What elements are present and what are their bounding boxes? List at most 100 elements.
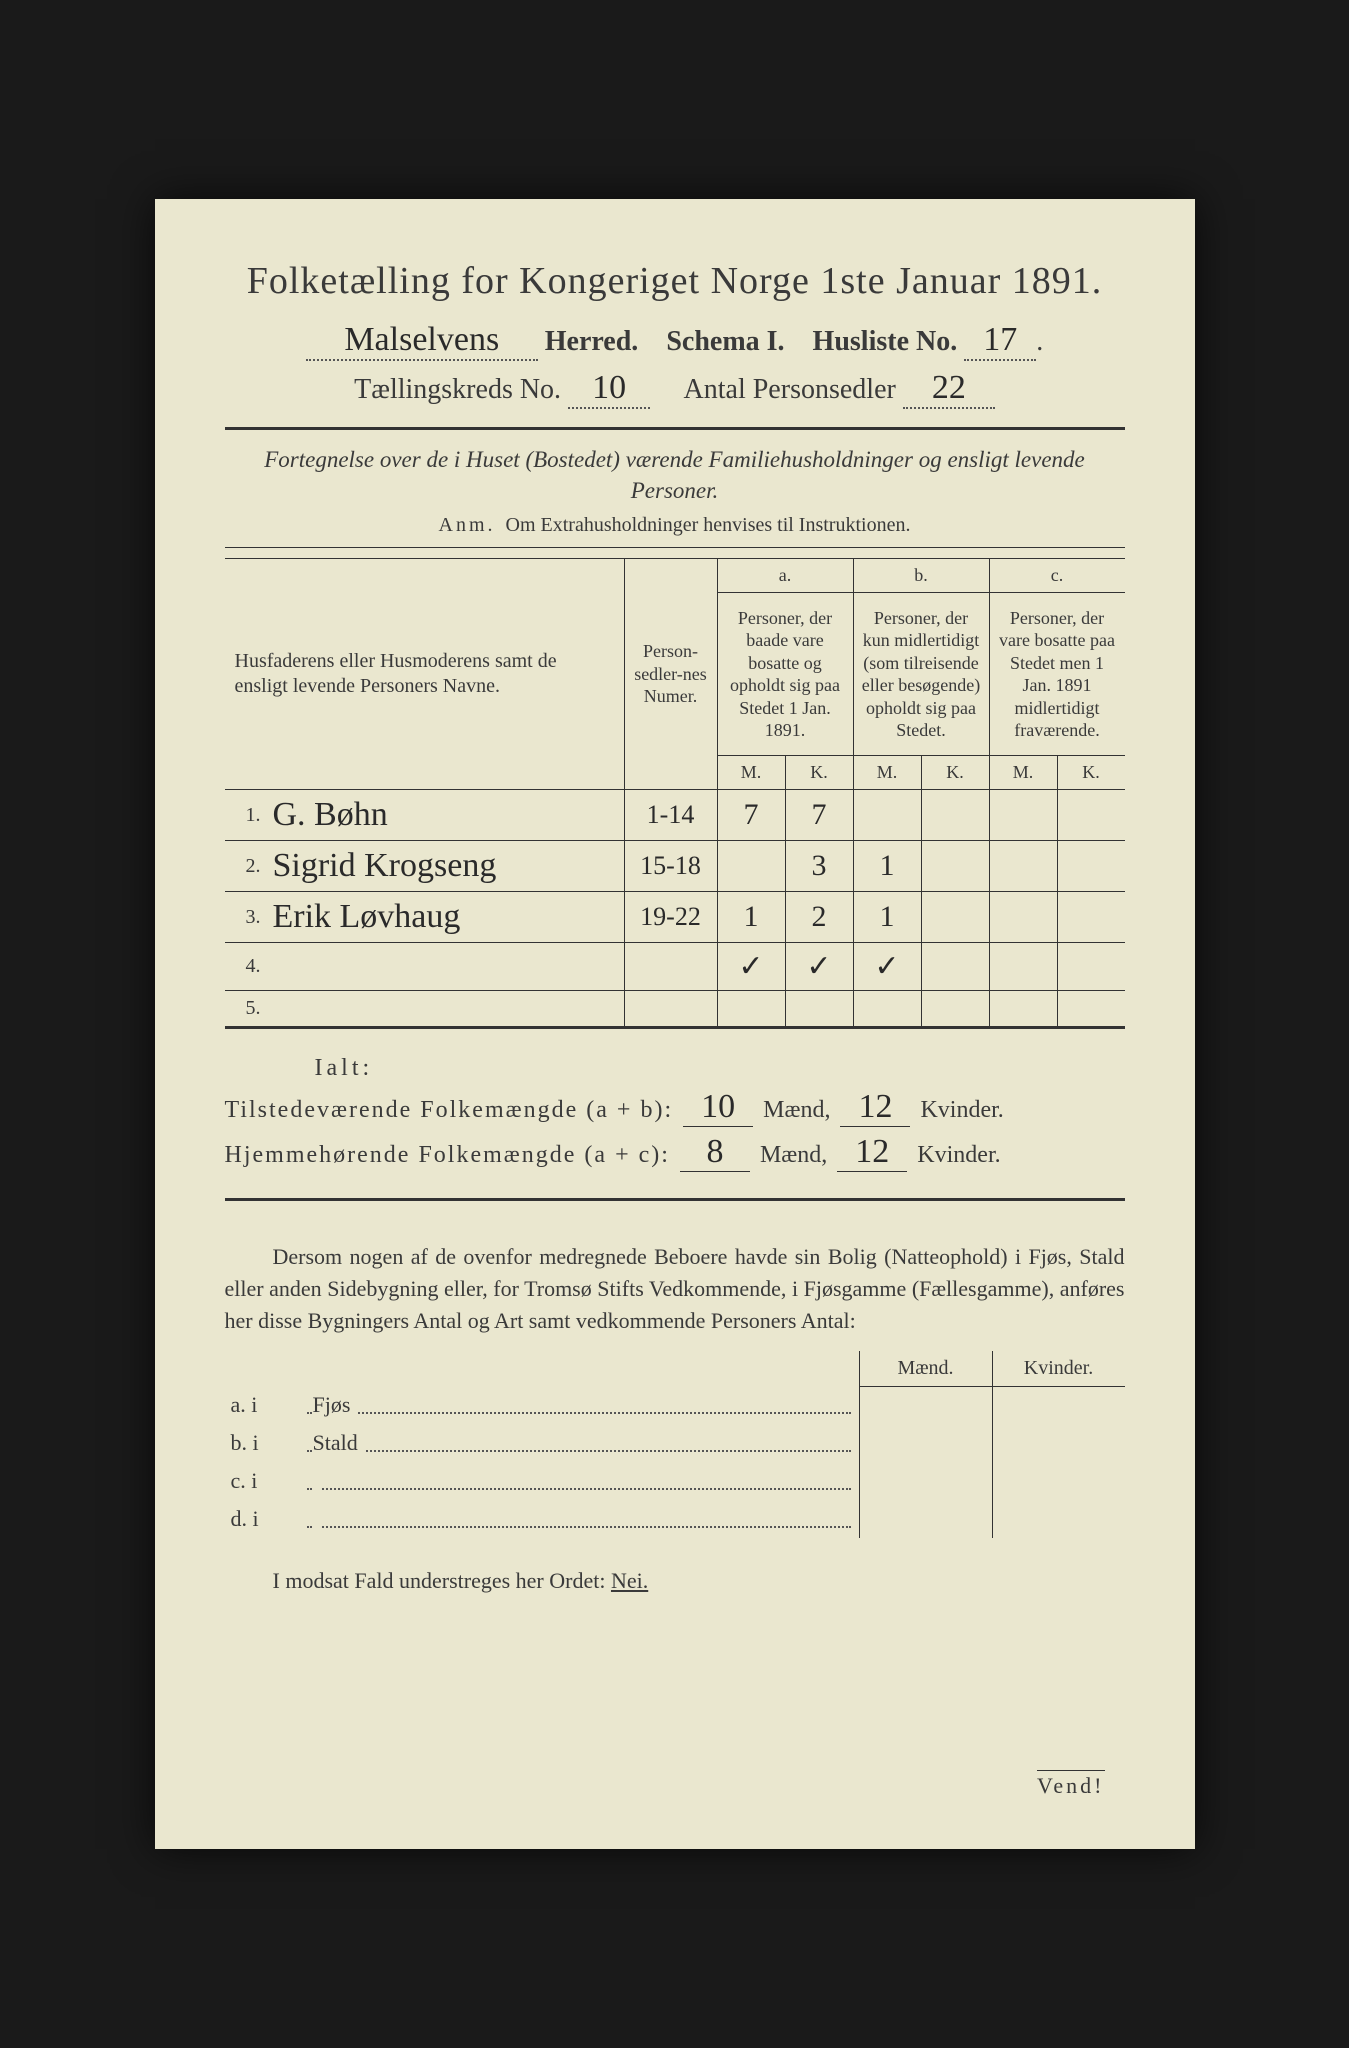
buildings-kvinder-head: Kvinder.	[992, 1351, 1125, 1387]
row-numer	[624, 991, 717, 1028]
totals-line-1: Tilstedeværende Folkemængde (a + b): 10 …	[225, 1088, 1125, 1127]
kreds-label: Tællingskreds No.	[354, 374, 561, 405]
row-name: Erik Løvhaug	[273, 898, 461, 935]
buildings-m	[859, 1500, 992, 1538]
row-num: 1.	[225, 790, 267, 841]
buildings-maend-head: Mænd.	[859, 1351, 992, 1387]
cell-aK: 2	[785, 892, 853, 943]
totals-l1-label: Tilstedeværende Folkemængde (a + b):	[225, 1097, 674, 1123]
cell-bK	[921, 790, 989, 841]
col-c-label: c.	[989, 559, 1125, 593]
totals-line-2: Hjemmehørende Folkemængde (a + c): 8 Mæn…	[225, 1133, 1125, 1172]
table-row: 2. Sigrid Krogseng 15-18 3 1	[225, 841, 1125, 892]
col-b-k: K.	[921, 756, 989, 790]
cell-aK: ✓	[785, 943, 853, 991]
cell-bM: 1	[853, 892, 921, 943]
buildings-row-lbl: d. i	[225, 1500, 307, 1538]
col-a-text: Personer, der baade vare bosatte og opho…	[717, 593, 853, 756]
herred-value: Malselvens	[306, 321, 538, 361]
census-form: Folketælling for Kongeriget Norge 1ste J…	[155, 199, 1195, 1849]
footer-text: I modsat Fald understreges her Ordet:	[273, 1568, 611, 1593]
row-num: 5.	[225, 991, 267, 1028]
buildings-k	[992, 1424, 1125, 1462]
cell-bK	[921, 943, 989, 991]
cell-cK	[1057, 790, 1125, 841]
buildings-row: b. i Stald	[225, 1424, 1125, 1462]
maend-label: Mænd,	[763, 1097, 830, 1123]
totals-l2-k: 12	[837, 1133, 907, 1172]
note-text: Om Extrahusholdninger henvises til Instr…	[506, 514, 911, 536]
cell-cM	[989, 841, 1057, 892]
buildings-row-name	[313, 1506, 321, 1531]
col-a-label: a.	[717, 559, 853, 593]
kvinder-label: Kvinder.	[917, 1142, 1000, 1168]
maend-label: Mænd,	[760, 1142, 827, 1168]
col-c-m: M.	[989, 756, 1057, 790]
totals-block: Ialt: Tilstedeværende Folkemængde (a + b…	[225, 1055, 1125, 1172]
kreds-value: 10	[568, 369, 650, 409]
row-numer: 1-14	[624, 790, 717, 841]
cell-aK	[785, 991, 853, 1028]
row-name: Sigrid Krogseng	[273, 847, 497, 884]
totals-l1-m: 10	[683, 1088, 753, 1127]
cell-cK	[1057, 943, 1125, 991]
buildings-row-lbl: c. i	[225, 1462, 307, 1500]
col-c-k: K.	[1057, 756, 1125, 790]
cell-cK	[1057, 991, 1125, 1028]
buildings-row: d. i	[225, 1500, 1125, 1538]
cell-aK: 7	[785, 790, 853, 841]
cell-aM: ✓	[717, 943, 785, 991]
row-num: 2.	[225, 841, 267, 892]
buildings-k	[992, 1462, 1125, 1500]
buildings-row: a. i Fjøs	[225, 1386, 1125, 1424]
cell-cM	[989, 892, 1057, 943]
row-num: 3.	[225, 892, 267, 943]
totals-l1-k: 12	[840, 1088, 910, 1127]
buildings-paragraph: Dersom nogen af de ovenfor medregnede Be…	[225, 1241, 1125, 1337]
husliste-value: 17	[964, 321, 1036, 361]
cell-cM	[989, 943, 1057, 991]
buildings-k	[992, 1386, 1125, 1424]
cell-cM	[989, 991, 1057, 1028]
cell-aM: 1	[717, 892, 785, 943]
antal-value: 22	[903, 369, 995, 409]
form-note: Anm. Om Extrahusholdninger henvises til …	[225, 514, 1125, 537]
table-row: 3. Erik Løvhaug 19-22 1 2 1	[225, 892, 1125, 943]
buildings-m	[859, 1386, 992, 1424]
table-row: 5.	[225, 991, 1125, 1028]
cell-aM	[717, 841, 785, 892]
buildings-k	[992, 1500, 1125, 1538]
table-body: 1. G. Bøhn 1-14 7 7 2. Sigrid Krogseng 1…	[225, 790, 1125, 1028]
form-subtitle: Fortegnelse over de i Huset (Bostedet) v…	[255, 444, 1095, 506]
row-name: G. Bøhn	[273, 796, 388, 833]
cell-bK	[921, 892, 989, 943]
col-b-text: Personer, der kun midlertidigt (som tilr…	[853, 593, 989, 756]
divider-thin	[225, 547, 1125, 548]
totals-l2-m: 8	[680, 1133, 750, 1172]
col-b-label: b.	[853, 559, 989, 593]
totals-l2-label: Hjemmehørende Folkemængde (a + c):	[225, 1142, 670, 1168]
divider	[225, 427, 1125, 430]
cell-bK	[921, 841, 989, 892]
buildings-row-name: Stald	[313, 1430, 366, 1455]
cell-bM: ✓	[853, 943, 921, 991]
cell-aM	[717, 991, 785, 1028]
cell-cK	[1057, 892, 1125, 943]
ialt-label: Ialt:	[315, 1055, 374, 1081]
buildings-m	[859, 1424, 992, 1462]
col-b-m: M.	[853, 756, 921, 790]
cell-aK: 3	[785, 841, 853, 892]
row-numer	[624, 943, 717, 991]
buildings-row-name	[313, 1468, 321, 1493]
census-table: Husfaderens eller Husmoderens samt de en…	[225, 558, 1125, 1029]
table-row: 4. ✓ ✓ ✓	[225, 943, 1125, 991]
cell-cM	[989, 790, 1057, 841]
buildings-table: Mænd. Kvinder. a. i Fjøs b. i Stald c. i	[225, 1351, 1125, 1539]
cell-bM: 1	[853, 841, 921, 892]
table-row: 1. G. Bøhn 1-14 7 7	[225, 790, 1125, 841]
herred-label: Herred.	[545, 326, 639, 357]
kvinder-label: Kvinder.	[920, 1097, 1003, 1123]
husliste-label: Husliste No.	[813, 326, 958, 357]
footer-nei: Nei.	[611, 1568, 648, 1593]
note-prefix: Anm.	[439, 514, 496, 536]
